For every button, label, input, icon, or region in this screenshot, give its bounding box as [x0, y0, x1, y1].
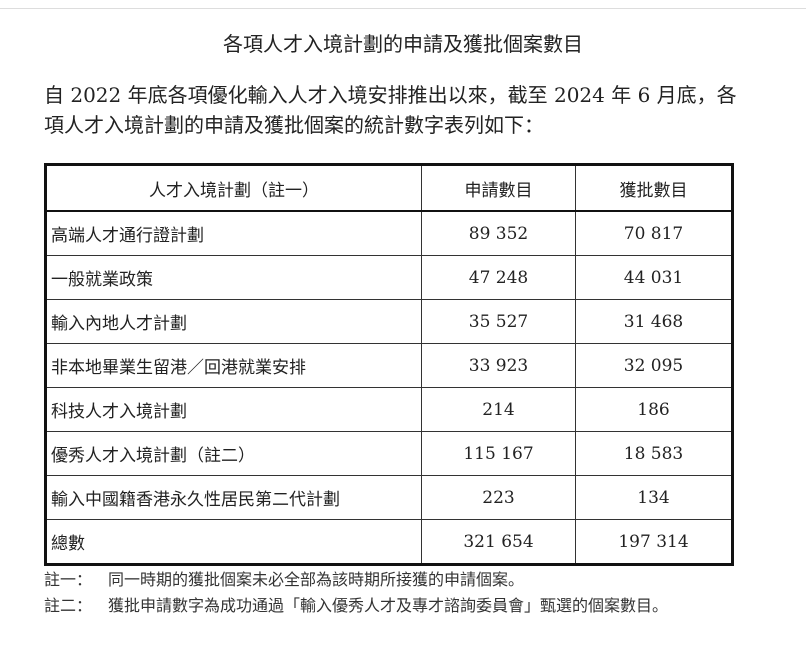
approved-cell: 31 468: [575, 299, 733, 344]
scheme-cell: 優秀人才入境計劃（註二）: [45, 431, 422, 476]
header-approved: 獲批數目: [575, 164, 733, 212]
applications-cell: 35 527: [421, 299, 576, 344]
applications-cell: 223: [421, 475, 576, 520]
scheme-cell: 輸入內地人才計劃: [45, 299, 422, 344]
scheme-cell: 輸入中國籍香港永久性居民第二代計劃: [45, 475, 422, 520]
notes: 註一： 同一時期的獲批個案未必全部為該時期所接獲的申請個案。 註二： 獲批申請數字為…: [44, 567, 744, 619]
header-applications: 申請數目: [421, 164, 576, 212]
table-row: 高端人才通行證計劃 89 352 70 817: [45, 210, 733, 256]
scheme-cell: 科技人才入境計劃: [45, 387, 422, 432]
note-text: 同一時期的獲批個案未必全部為該時期所接獲的申請個案。: [108, 570, 525, 589]
approved-cell: 44 031: [575, 255, 733, 300]
applications-cell: 214: [421, 387, 576, 432]
top-divider: [0, 8, 806, 9]
table-row: 非本地畢業生留港／回港就業安排 33 923 32 095: [45, 343, 733, 388]
scheme-cell: 一般就業政策: [45, 255, 422, 300]
intro-paragraph: 自 2022 年底各項優化輸入人才入境安排推出以來，截至 2024 年 6 月底…: [44, 83, 737, 137]
applications-cell: 321 654: [421, 519, 576, 565]
note-text: 獲批申請數字為成功通過「輸入優秀人才及專才諮詢委員會」甄選的個案數目。: [108, 596, 669, 615]
scheme-cell: 非本地畢業生留港／回港就業安排: [45, 343, 422, 388]
approved-cell: 70 817: [575, 210, 733, 256]
applications-cell: 33 923: [421, 343, 576, 388]
note-1: 註一： 同一時期的獲批個案未必全部為該時期所接獲的申請個案。: [44, 567, 744, 593]
approved-cell: 18 583: [575, 431, 733, 476]
statistics-table: 人才入境計劃（註一） 申請數目 獲批數目 高端人才通行證計劃 89 352 70 8…: [44, 163, 734, 566]
table-row: 輸入內地人才計劃 35 527 31 468: [45, 299, 733, 344]
note-label: 註二：: [44, 596, 93, 615]
applications-cell: 47 248: [421, 255, 576, 300]
approved-cell: 186: [575, 387, 733, 432]
scheme-cell: 總數: [45, 519, 422, 565]
note-2: 註二： 獲批申請數字為成功通過「輸入優秀人才及專才諮詢委員會」甄選的個案數目。: [44, 593, 744, 619]
approved-cell: 197 314: [575, 519, 733, 565]
note-label: 註一：: [44, 570, 93, 589]
table-row: 一般就業政策 47 248 44 031: [45, 255, 733, 300]
scheme-cell: 高端人才通行證計劃: [45, 210, 422, 256]
approved-cell: 134: [575, 475, 733, 520]
table-row: 輸入中國籍香港永久性居民第二代計劃 223 134: [45, 475, 733, 520]
table-row: 優秀人才入境計劃（註二） 115 167 18 583: [45, 431, 733, 476]
applications-cell: 89 352: [421, 210, 576, 256]
table-header-row: 人才入境計劃（註一） 申請數目 獲批數目: [45, 164, 733, 212]
table-row: 總數 321 654 197 314: [45, 519, 733, 565]
header-scheme: 人才入境計劃（註一）: [45, 164, 422, 212]
applications-cell: 115 167: [421, 431, 576, 476]
page-title: 各項人才入境計劃的申請及獲批個案數目: [223, 32, 583, 56]
table-row: 科技人才入境計劃 214 186: [45, 387, 733, 432]
approved-cell: 32 095: [575, 343, 733, 388]
